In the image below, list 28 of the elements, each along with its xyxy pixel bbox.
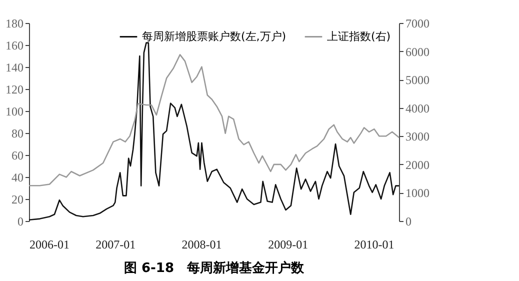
y-tick-label: 40 [12,170,24,184]
x-tick-label: 2010-01 [354,238,394,252]
y-tick-label: 100 [6,104,24,118]
y2-tick-label: 7000 [406,16,430,30]
y-tick-label: 140 [6,60,24,74]
y2-tick-label: 4000 [406,101,430,116]
y2-tick-label: 5000 [406,73,430,88]
x-tick-label: 2006-01 [30,238,70,252]
y2-tick-label: 3000 [406,130,430,144]
y-tick-label: 20 [12,192,24,206]
line-series [28,42,400,221]
y-tick-label: 160 [6,38,24,52]
y2-tick-label: 6000 [406,44,430,59]
y2-tick-label: 0 [406,214,412,228]
y-tick-label: 120 [6,82,24,96]
legend-label: 每周新增股票账户数(左,万户) [142,30,286,43]
line-series [28,54,400,186]
x-tick-label: 2009-01 [268,238,308,252]
y-tick-label: 0 [18,214,24,228]
x-tick-label: 2008-01 [182,238,222,252]
x-tick-label: 2007-01 [96,238,136,252]
text: 图 6-18 每周新增基金开户数 [124,260,306,276]
y2-tick-label: 2000 [406,158,430,172]
y2-tick-label: 1000 [406,186,430,200]
y-tick-label: 60 [12,148,24,162]
y-tick-label: 180 [6,16,24,30]
legend-label: 上证指数(右) [327,30,391,43]
y-tick-label: 80 [12,126,24,140]
